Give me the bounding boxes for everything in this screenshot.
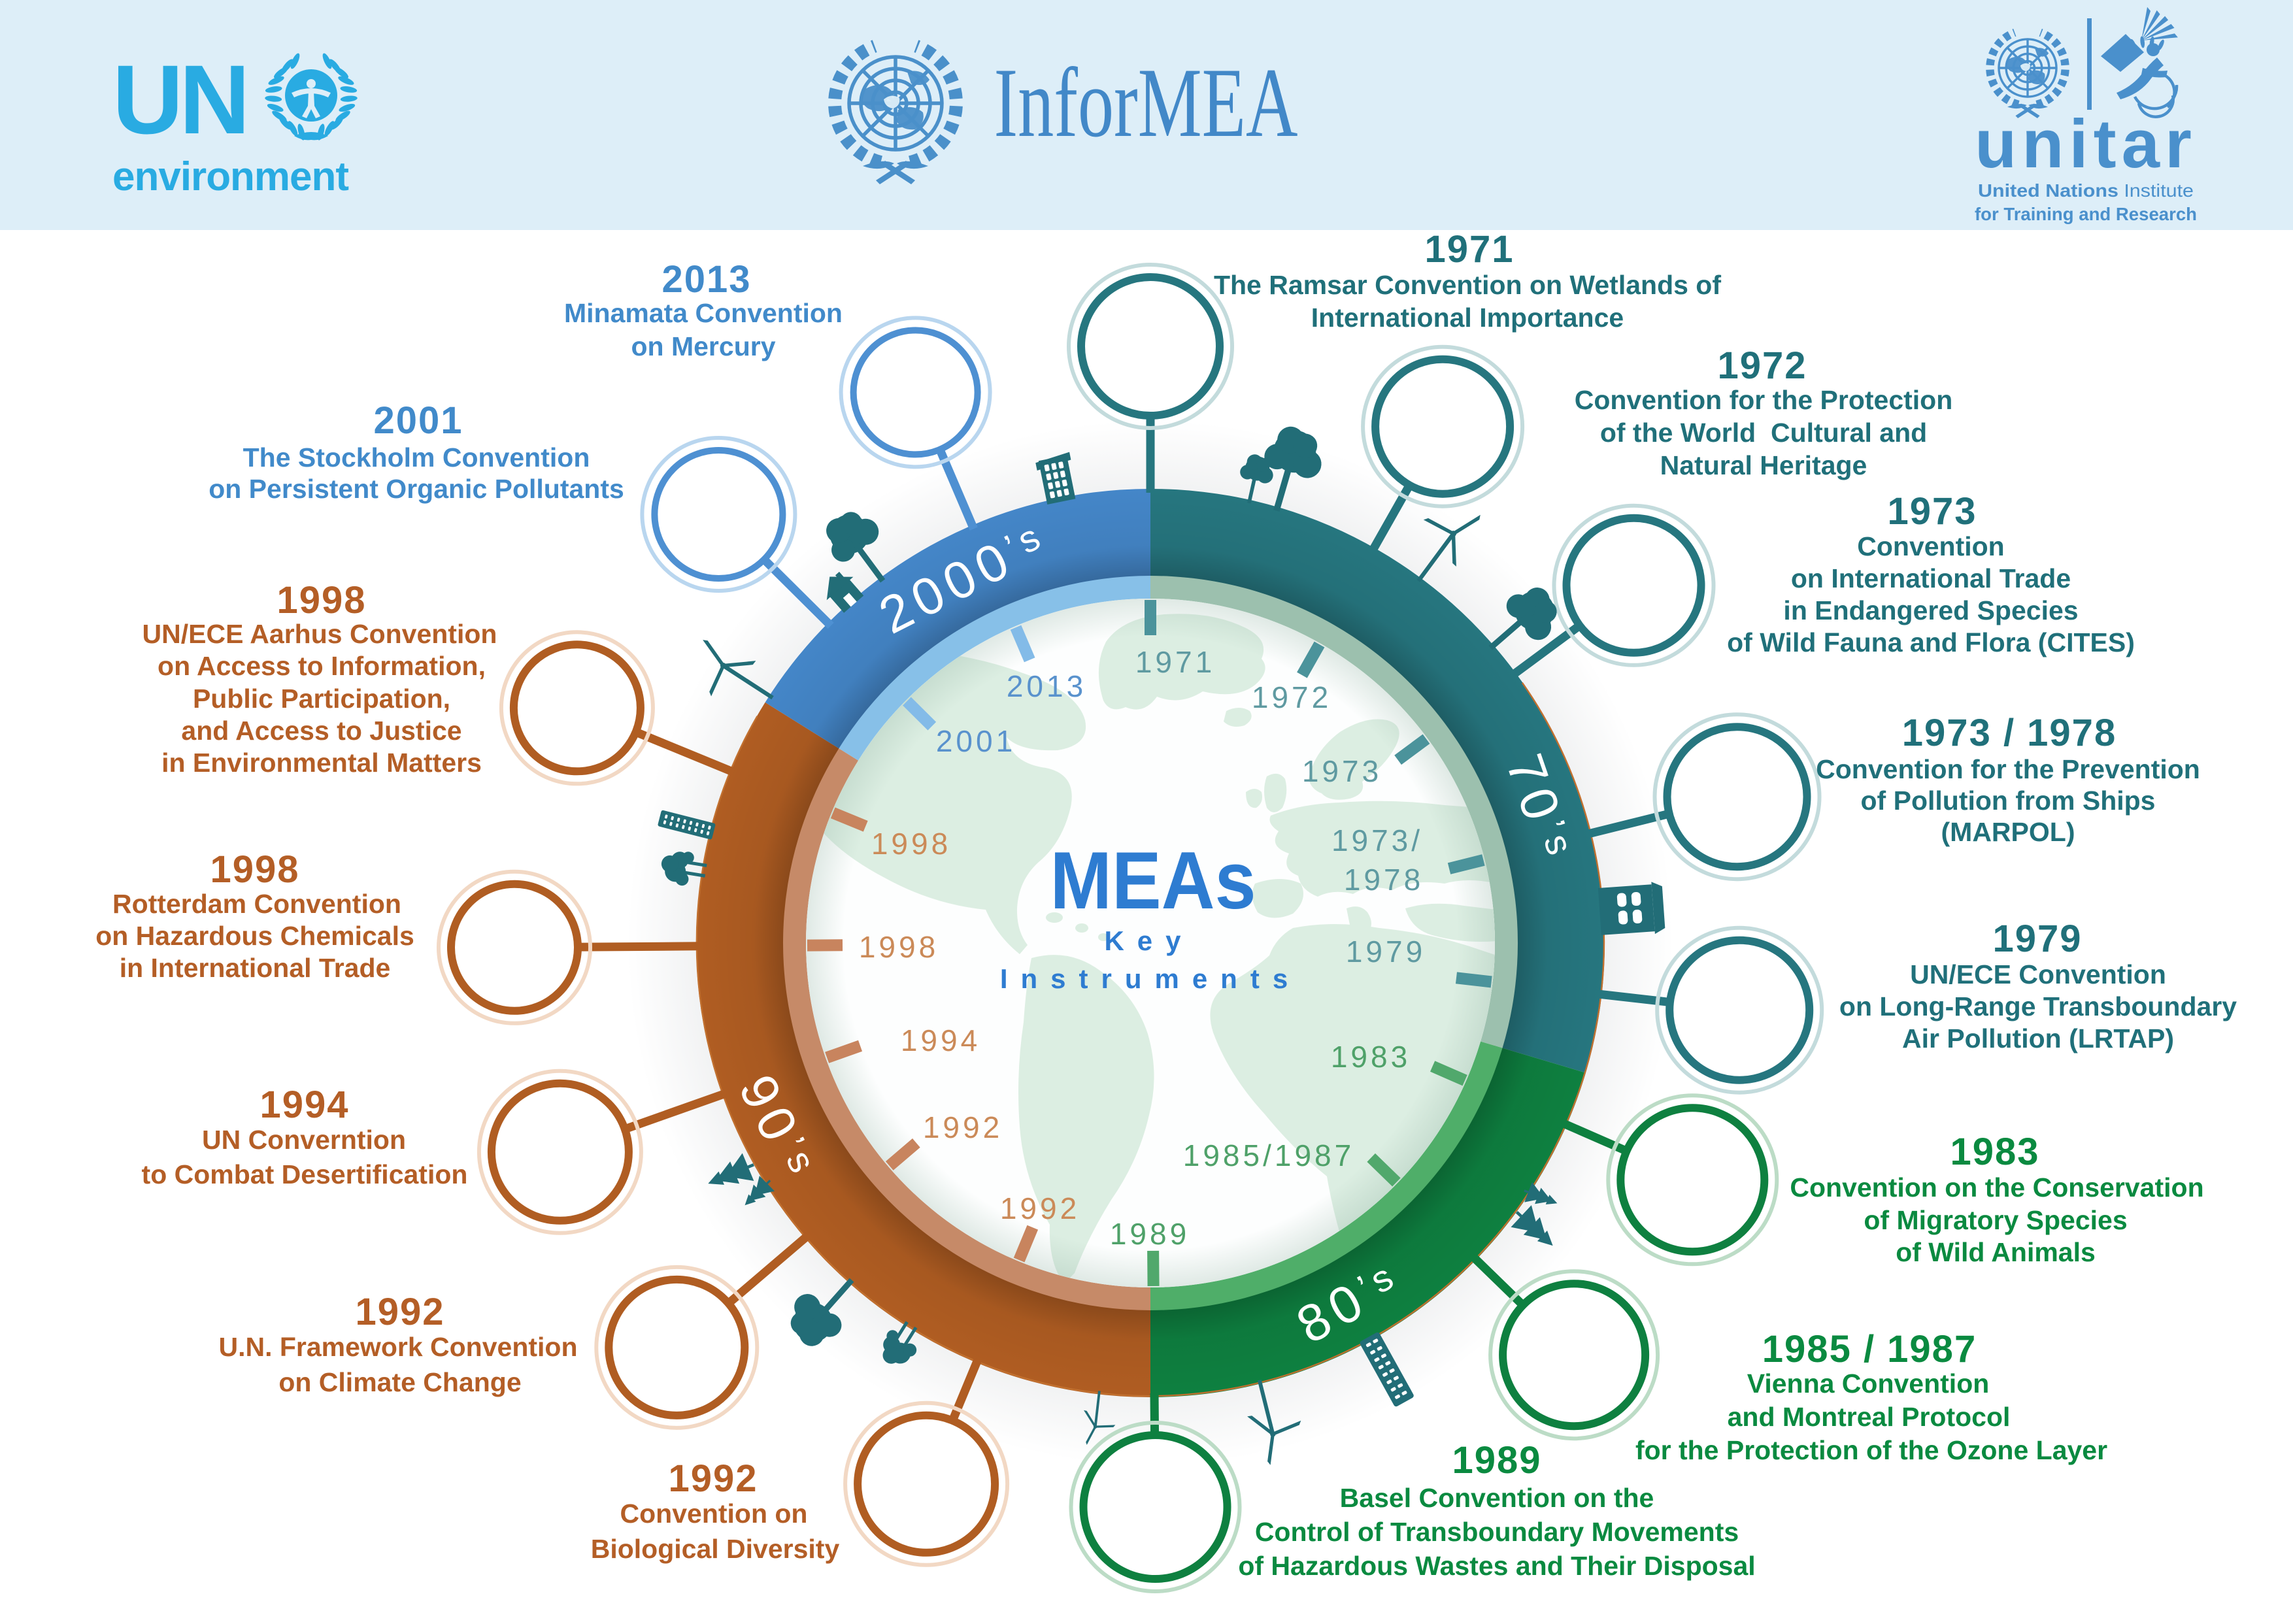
svg-text:UN/ECE Convention: UN/ECE Convention [1910, 959, 2166, 989]
svg-text:U.N. Framework Convention: U.N. Framework Convention [218, 1332, 577, 1362]
svg-text:1998: 1998 [871, 827, 951, 861]
svg-text:UN/ECE Aarhus Convention: UN/ECE Aarhus Convention [142, 619, 497, 649]
svg-text:The Ramsar Convention on Wetla: The Ramsar Convention on Wetlands of [1214, 270, 1721, 300]
svg-text:UN Converntion: UN Converntion [202, 1125, 406, 1155]
svg-text:on Access to Information,: on Access to Information, [158, 651, 486, 681]
svg-text:Control of Transboundary Movem: Control of Transboundary Movements [1255, 1517, 1739, 1547]
svg-text:of Wild Fauna and Flora (CITES: of Wild Fauna and Flora (CITES) [1727, 627, 2135, 657]
svg-text:Convention on: Convention on [620, 1499, 808, 1529]
svg-text:environment: environment [112, 154, 348, 199]
svg-text:in Endangered Species: in Endangered Species [1783, 595, 2078, 625]
svg-text:2001: 2001 [936, 724, 1016, 758]
svg-text:1994: 1994 [259, 1084, 349, 1126]
svg-text:1998: 1998 [210, 848, 299, 891]
svg-text:1983: 1983 [1331, 1040, 1411, 1074]
svg-text:1972: 1972 [1252, 680, 1331, 714]
svg-text:Rotterdam Convention: Rotterdam Convention [112, 889, 401, 919]
svg-text:1972: 1972 [1717, 344, 1807, 387]
svg-text:Natural Heritage: Natural Heritage [1660, 450, 1867, 480]
svg-text:Convention on the Conservation: Convention on the Conservation [1790, 1172, 2203, 1202]
svg-text:1971: 1971 [1424, 228, 1514, 271]
svg-text:1992: 1992 [668, 1457, 758, 1500]
svg-text:on Climate Change: on Climate Change [278, 1367, 521, 1397]
svg-text:Convention for the Prevention: Convention for the Prevention [1816, 754, 2200, 784]
svg-text:on Long-Range Transboundary: on Long-Range Transboundary [1839, 991, 2237, 1021]
svg-text:in Environmental Matters: in Environmental Matters [161, 748, 482, 778]
svg-text:on Mercury: on Mercury [631, 331, 776, 361]
svg-text:in International Trade: in International Trade [120, 953, 391, 983]
svg-text:1992: 1992 [1000, 1191, 1080, 1225]
svg-text:and Montreal Protocol: and Montreal Protocol [1728, 1402, 2011, 1432]
svg-text:UN: UN [112, 44, 246, 154]
svg-text:1985 / 1987: 1985 / 1987 [1762, 1328, 1977, 1370]
svg-text:of Wild Animals: of Wild Animals [1896, 1237, 2096, 1267]
svg-text:1973 / 1978: 1973 / 1978 [1902, 712, 2117, 754]
svg-text:InforMEA: InforMEA [994, 48, 1298, 157]
svg-text:and Access to Justice: and Access to Justice [181, 716, 461, 746]
svg-text:of the World Cultural and: of the World Cultural and [1600, 418, 1927, 448]
svg-text:2013: 2013 [661, 258, 751, 301]
svg-text:1973/: 1973/ [1331, 823, 1423, 857]
svg-text:on International Trade: on International Trade [1791, 563, 2071, 593]
svg-text:1992: 1992 [923, 1110, 1003, 1144]
svg-text:United Nations Institute: United Nations Institute [1978, 180, 2194, 201]
svg-text:to Combat Desertification: to Combat Desertification [142, 1159, 468, 1189]
svg-text:The Stockholm Convention: The Stockholm Convention [243, 442, 590, 472]
svg-text:1979: 1979 [1992, 918, 2082, 960]
svg-text:Convention: Convention [1857, 531, 2004, 561]
svg-text:Minamata Convention: Minamata Convention [564, 298, 843, 328]
svg-text:2013: 2013 [1007, 669, 1086, 703]
svg-text:on Hazardous Chemicals: on Hazardous Chemicals [95, 921, 414, 951]
svg-text:1978: 1978 [1344, 863, 1424, 897]
svg-text:Biological Diversity: Biological Diversity [591, 1534, 840, 1564]
svg-text:on Persistent Organic Pollutan: on Persistent Organic Pollutants [209, 474, 624, 504]
svg-text:Key: Key [1104, 925, 1194, 956]
svg-text:(MARPOL): (MARPOL) [1941, 817, 2075, 847]
svg-text:1983: 1983 [1950, 1131, 2039, 1173]
svg-text:Air Pollution (LRTAP): Air Pollution (LRTAP) [1902, 1023, 2174, 1053]
svg-text:1994: 1994 [901, 1023, 980, 1057]
svg-text:Basel Convention on the: Basel Convention on the [1340, 1483, 1654, 1513]
svg-text:1998: 1998 [859, 930, 939, 964]
svg-text:1973: 1973 [1887, 490, 1977, 533]
svg-text:for the Protection of the Ozon: for the Protection of the Ozone Layer [1635, 1435, 2107, 1465]
svg-text:Public Participation,: Public Participation, [193, 684, 450, 714]
svg-text:1971: 1971 [1135, 645, 1215, 679]
svg-text:1989: 1989 [1452, 1439, 1541, 1482]
svg-text:for Training and Research: for Training and Research [1975, 204, 2197, 224]
svg-text:1973: 1973 [1302, 754, 1382, 788]
svg-text:1998: 1998 [276, 579, 366, 621]
svg-text:of Migratory Species: of Migratory Species [1864, 1205, 2127, 1235]
svg-text:International Importance: International Importance [1311, 303, 1624, 333]
svg-text:of Hazardous Wastes and Their: of Hazardous Wastes and Their Disposal [1238, 1551, 1755, 1581]
svg-text:Vienna Convention: Vienna Convention [1747, 1368, 1990, 1399]
svg-text:2001: 2001 [373, 399, 463, 442]
svg-text:of Pollution from Ships: of Pollution from Ships [1861, 786, 2156, 816]
svg-text:1992: 1992 [355, 1291, 444, 1333]
svg-text:1979: 1979 [1346, 935, 1426, 969]
svg-text:1989: 1989 [1110, 1217, 1190, 1251]
svg-text:Instruments: Instruments [1000, 963, 1301, 994]
svg-text:MEAs: MEAs [1050, 836, 1256, 926]
svg-text:unitar: unitar [1975, 106, 2197, 182]
svg-text:Convention for the Protection: Convention for the Protection [1575, 385, 1953, 415]
svg-text:1985/1987: 1985/1987 [1183, 1138, 1354, 1172]
